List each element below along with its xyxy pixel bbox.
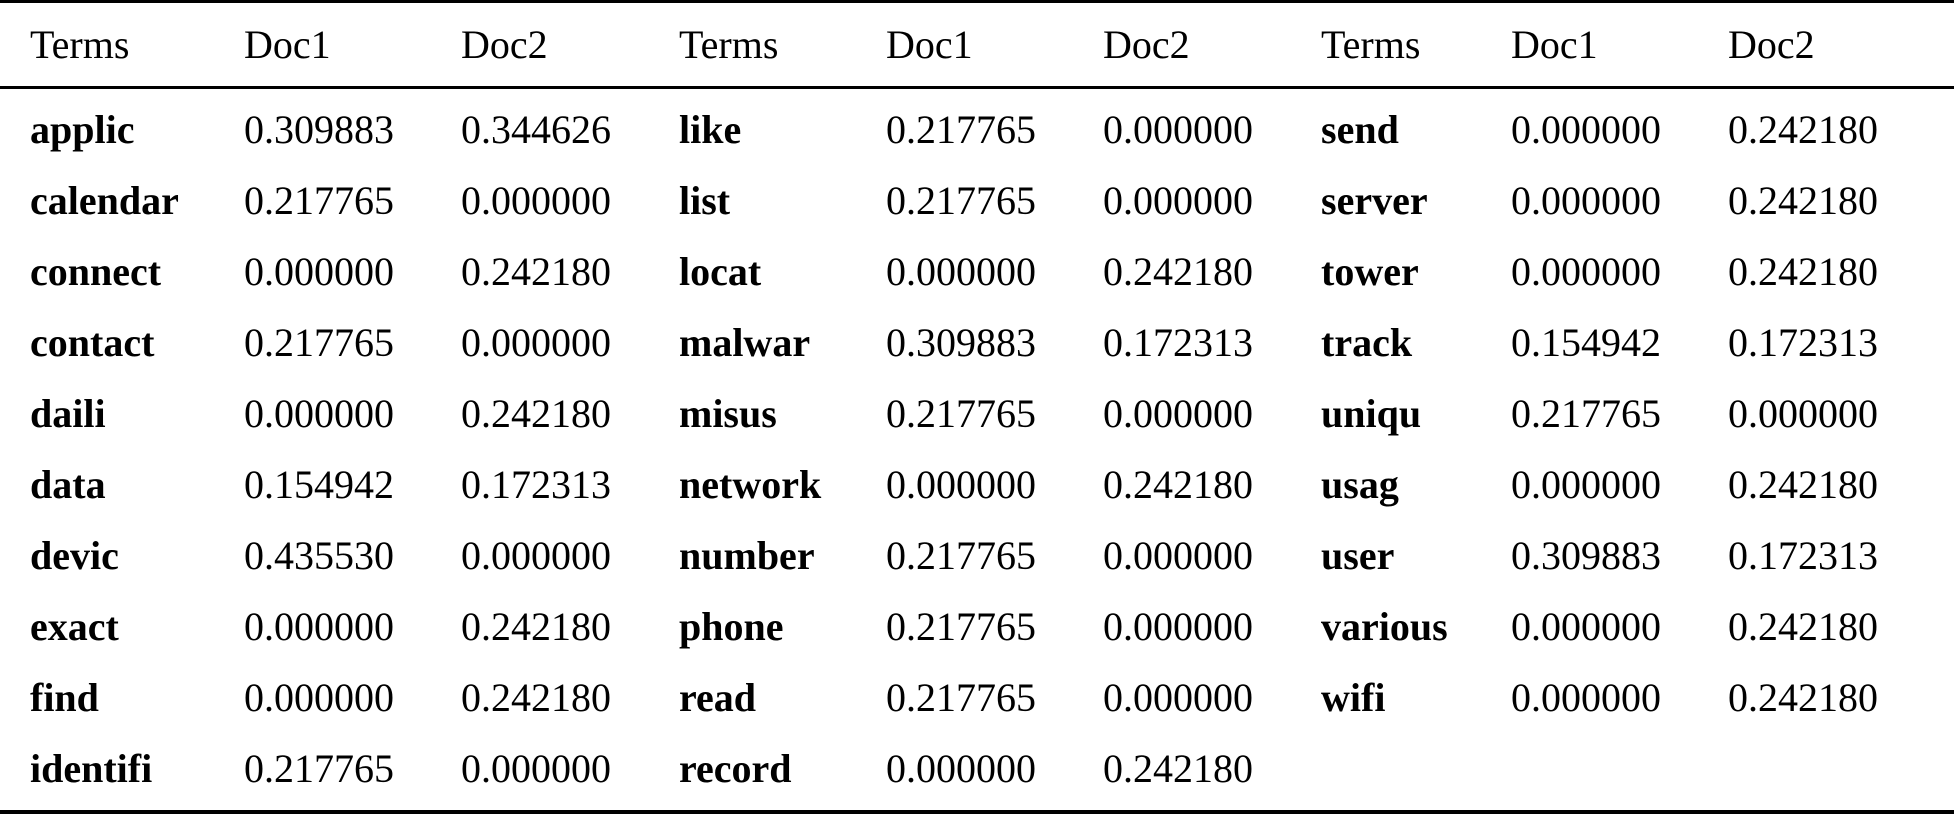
doc1-value: 0.309883 <box>1511 533 1661 578</box>
term-cell: calendar <box>30 178 179 223</box>
doc2-value: 0.242180 <box>1728 675 1878 720</box>
doc1-value: 0.000000 <box>886 249 1036 294</box>
term-cell: user <box>1321 533 1395 578</box>
doc2-value: 0.242180 <box>461 391 611 436</box>
doc1-value: 0.309883 <box>244 107 394 152</box>
term-cell: data <box>30 462 106 507</box>
term-cell: locat <box>679 249 762 294</box>
doc2-value: 0.172313 <box>1728 533 1878 578</box>
term-cell: track <box>1321 320 1413 365</box>
doc1-value: 0.000000 <box>1511 178 1661 223</box>
doc2-value: 0.242180 <box>461 249 611 294</box>
doc2-value: 0.000000 <box>1103 178 1253 223</box>
term-cell: uniqu <box>1321 391 1422 436</box>
doc2-value: 0.000000 <box>461 533 611 578</box>
doc1-value: 0.000000 <box>1511 107 1661 152</box>
doc1-value: 0.309883 <box>886 320 1036 365</box>
term-cell: network <box>679 462 822 507</box>
column-header: Doc1 <box>886 22 973 67</box>
column-header: Doc1 <box>1511 22 1598 67</box>
doc2-value: 0.242180 <box>1728 604 1878 649</box>
term-cell: usag <box>1321 462 1399 507</box>
term-cell: identifi <box>30 746 153 791</box>
column-header: Terms <box>679 22 779 67</box>
doc1-value: 0.000000 <box>1511 249 1661 294</box>
header-rule <box>0 86 1954 89</box>
column-header: Terms <box>1321 22 1421 67</box>
doc2-value: 0.344626 <box>461 107 611 152</box>
doc2-value: 0.000000 <box>1103 533 1253 578</box>
column-header: Doc2 <box>461 22 548 67</box>
doc1-value: 0.217765 <box>886 107 1036 152</box>
term-cell: devic <box>30 533 119 578</box>
doc2-value: 0.000000 <box>1728 391 1878 436</box>
doc2-value: 0.242180 <box>1728 178 1878 223</box>
doc1-value: 0.217765 <box>244 746 394 791</box>
doc1-value: 0.000000 <box>1511 604 1661 649</box>
doc1-value: 0.000000 <box>244 391 394 436</box>
doc2-value: 0.242180 <box>1728 107 1878 152</box>
doc1-value: 0.217765 <box>1511 391 1661 436</box>
doc1-value: 0.217765 <box>244 178 394 223</box>
doc2-value: 0.242180 <box>1103 746 1253 791</box>
doc1-value: 0.000000 <box>1511 462 1661 507</box>
term-cell: number <box>679 533 815 578</box>
doc2-value: 0.172313 <box>1728 320 1878 365</box>
term-cell: exact <box>30 604 119 649</box>
term-cell: like <box>679 107 742 152</box>
doc2-value: 0.000000 <box>1103 675 1253 720</box>
doc1-value: 0.000000 <box>886 462 1036 507</box>
doc2-value: 0.242180 <box>461 675 611 720</box>
doc2-value: 0.000000 <box>461 320 611 365</box>
term-cell: find <box>30 675 99 720</box>
doc2-value: 0.000000 <box>461 746 611 791</box>
term-cell: daili <box>30 391 106 436</box>
doc1-value: 0.217765 <box>886 391 1036 436</box>
column-header: Doc2 <box>1103 22 1190 67</box>
doc1-value: 0.217765 <box>886 178 1036 223</box>
term-cell: contact <box>30 320 155 365</box>
term-cell: wifi <box>1321 675 1386 720</box>
term-cell: malwar <box>679 320 811 365</box>
doc1-value: 0.217765 <box>244 320 394 365</box>
doc2-value: 0.242180 <box>1103 462 1253 507</box>
doc1-value: 0.000000 <box>1511 675 1661 720</box>
doc1-value: 0.217765 <box>886 675 1036 720</box>
doc1-value: 0.217765 <box>886 533 1036 578</box>
doc2-value: 0.242180 <box>1728 462 1878 507</box>
doc2-value: 0.242180 <box>1103 249 1253 294</box>
doc1-value: 0.000000 <box>244 249 394 294</box>
top-rule <box>0 0 1954 3</box>
doc2-value: 0.172313 <box>461 462 611 507</box>
doc2-value: 0.000000 <box>1103 391 1253 436</box>
doc2-value: 0.242180 <box>461 604 611 649</box>
doc1-value: 0.435530 <box>244 533 394 578</box>
doc2-value: 0.242180 <box>1728 249 1878 294</box>
doc1-value: 0.154942 <box>1511 320 1661 365</box>
column-header: Doc2 <box>1728 22 1815 67</box>
doc1-value: 0.000000 <box>244 604 394 649</box>
term-cell: list <box>679 178 731 223</box>
doc2-value: 0.172313 <box>1103 320 1253 365</box>
bottom-rule <box>0 810 1954 814</box>
doc1-value: 0.154942 <box>244 462 394 507</box>
doc1-value: 0.217765 <box>886 604 1036 649</box>
term-cell: various <box>1321 604 1448 649</box>
term-cell: tower <box>1321 249 1419 294</box>
doc2-value: 0.000000 <box>461 178 611 223</box>
doc1-value: 0.000000 <box>886 746 1036 791</box>
column-header: Doc1 <box>244 22 331 67</box>
term-cell: applic <box>30 107 135 152</box>
doc2-value: 0.000000 <box>1103 107 1253 152</box>
term-cell: phone <box>679 604 784 649</box>
doc1-value: 0.000000 <box>244 675 394 720</box>
term-cell: read <box>679 675 757 720</box>
term-cell: record <box>679 746 792 791</box>
term-cell: connect <box>30 249 162 294</box>
term-cell: server <box>1321 178 1428 223</box>
term-cell: misus <box>679 391 777 436</box>
column-header: Terms <box>30 22 130 67</box>
term-cell: send <box>1321 107 1399 152</box>
doc2-value: 0.000000 <box>1103 604 1253 649</box>
